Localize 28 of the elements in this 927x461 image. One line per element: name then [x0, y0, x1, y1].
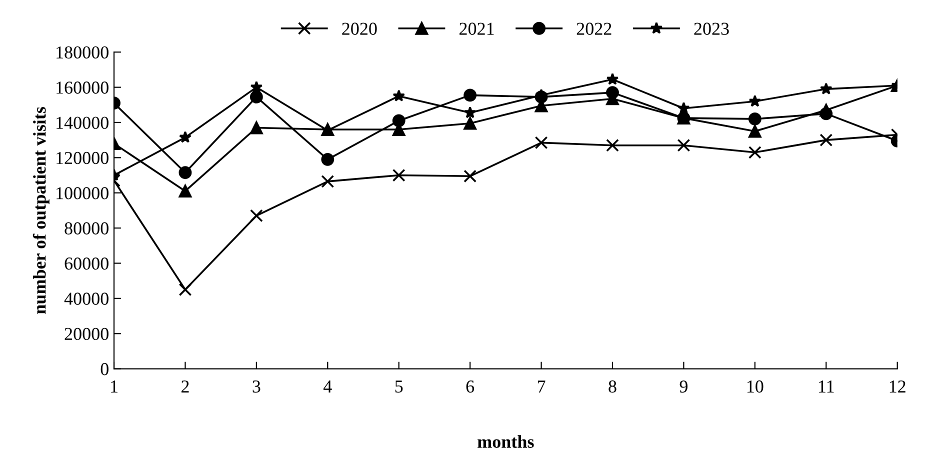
y-tick-label: 180000	[56, 46, 108, 59]
x-tick-label: 8	[608, 380, 616, 393]
legend-label: 2021	[460, 22, 494, 35]
x-tick-label: 1	[111, 380, 118, 392]
x-tick-label: 7	[538, 380, 546, 392]
y-tick-label: 140000	[56, 116, 108, 129]
x-tick-label: 2	[182, 380, 189, 392]
y-tick-label: 20000	[64, 328, 108, 340]
y-tick-label: 40000	[64, 292, 108, 305]
x-tick-label: 12	[890, 380, 906, 392]
legend-label: 2020	[342, 22, 377, 35]
x-tick-label: 5	[395, 380, 403, 393]
y-tick-label: 0	[100, 363, 108, 376]
y-tick-label: 120000	[56, 152, 108, 164]
y-tick-label: 160000	[56, 82, 108, 94]
legend-label: 2023	[694, 22, 729, 35]
y-tick-label: 80000	[64, 222, 108, 234]
y-tick-label: 100000	[56, 187, 108, 200]
x-tick-label: 10	[747, 380, 764, 393]
y-tick-label: 60000	[64, 257, 108, 270]
y-axis-title: number of outpatient visits	[32, 106, 50, 314]
x-axis-title: months	[478, 435, 534, 448]
x-tick-label: 9	[680, 380, 688, 393]
x-tick-label: 4	[323, 380, 332, 392]
x-tick-label: 3	[252, 380, 260, 393]
x-tick-label: 11	[819, 380, 834, 392]
legend-label: 2022	[576, 22, 612, 35]
x-tick-label: 6	[466, 380, 474, 393]
